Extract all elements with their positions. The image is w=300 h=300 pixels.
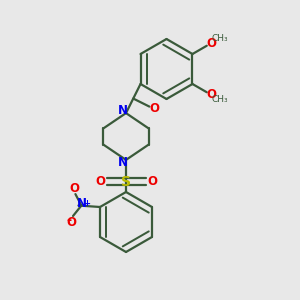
Text: N: N xyxy=(117,156,128,169)
Text: O: O xyxy=(147,175,157,188)
Text: O: O xyxy=(67,216,76,229)
Text: CH₃: CH₃ xyxy=(212,34,228,43)
Text: +: + xyxy=(83,199,90,208)
Text: O: O xyxy=(95,175,105,188)
Text: O: O xyxy=(206,37,216,50)
Text: N: N xyxy=(117,104,128,117)
Text: O: O xyxy=(206,88,216,101)
Text: CH₃: CH₃ xyxy=(212,95,228,104)
Text: N: N xyxy=(76,197,86,210)
Text: O: O xyxy=(149,103,159,116)
Text: O: O xyxy=(69,182,79,195)
Text: S: S xyxy=(121,175,131,188)
Text: -: - xyxy=(66,214,71,227)
